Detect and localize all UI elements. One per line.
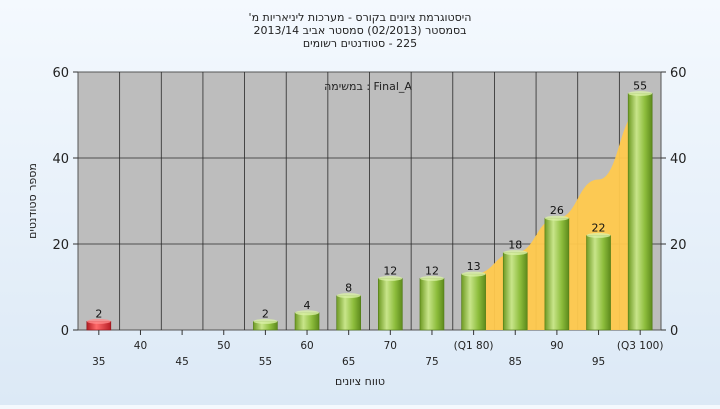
histogram-bar [294,312,320,331]
bar-data-label: 12 [425,264,439,277]
x-tick-label: 60 [300,340,313,352]
x-tick-label: 45 [175,356,188,368]
x-tick-label: 35 [92,356,105,368]
bar-data-label: 22 [592,221,606,234]
histogram-bar-cap [253,318,278,324]
y-tick-label-right: 0 [670,324,678,339]
bar-data-label: 4 [304,299,311,312]
x-tick-label: 90 [550,340,563,352]
y-tick-label: 0 [61,324,69,339]
histogram-bar [378,278,403,331]
histogram-bar-cap [503,250,528,256]
x-tick-label: 85 [509,356,522,368]
bar-data-label: 26 [550,204,564,217]
chart-title-line-2: בסמסטר (02/2013) סמסטר אביב 2013/14 [253,24,466,37]
x-tick-label: (Q3 100) [617,340,664,352]
histogram-bar-cap [378,275,403,281]
x-axis: 35 40 45 50 55 60 65 70 75 (Q1 80) 85 90 95 (Q3 100) [92,330,663,368]
x-tick-label: 75 [425,356,438,368]
x-tick-label: 50 [217,340,230,352]
y-axis-right: 0 20 40 60 [661,66,687,339]
bar-data-label: 8 [345,282,352,295]
x-tick-label: 40 [134,340,147,352]
chart-title-block: היסטוגרמת ציונים בקורס - מערכות ליניאריו… [249,11,472,50]
histogram-bar-cap [461,271,486,277]
y-tick-label: 60 [52,66,69,81]
histogram-bar-cap [295,310,320,316]
bar-data-label: 18 [508,239,522,252]
histogram-bar [502,252,528,331]
histogram-bar [461,273,486,331]
y-tick-label: 40 [52,152,69,167]
histogram-bar-cap [336,293,361,299]
bar-data-label: 13 [467,260,481,273]
x-tick-label: 95 [592,356,605,368]
bar-data-label: 2 [262,307,269,320]
chart-title-line-3: 225 - סטודנטים רשומים [303,37,417,50]
histogram-bar [586,235,611,331]
y-tick-label-right: 40 [670,152,687,167]
histogram-bar-cap [86,318,111,324]
histogram-bar-cap [544,215,569,221]
bar-data-label: 55 [633,80,647,93]
bars-layer [86,91,653,331]
histogram-bar-cap [628,91,653,96]
x-axis-label: טווח ציונים [335,375,385,388]
bar-data-label: 12 [383,264,397,277]
histogram-bar-cap [586,232,611,238]
bar-data-label: 2 [95,307,102,320]
y-axis-label: מספר סטודנטים [26,163,39,239]
y-tick-label-right: 20 [670,238,687,253]
chart-title-line-1: היסטוגרמת ציונים בקורס - מערכות ליניאריו… [249,11,472,24]
chart-annotation: במשימה : Final_A [324,80,412,93]
histogram-bar [419,278,445,331]
histogram-bar [544,217,570,331]
x-tick-label: (Q1 80) [454,340,494,352]
y-tick-label: 20 [52,238,69,253]
histogram-bar-cap [419,275,444,281]
x-tick-label: 65 [342,356,355,368]
x-tick-label: 55 [259,356,272,368]
histogram-bar [627,93,653,331]
y-tick-label-right: 60 [670,66,687,81]
x-tick-label: 70 [384,340,397,352]
y-axis-left: 0 20 40 60 [52,66,78,339]
histogram-bar [336,295,361,331]
